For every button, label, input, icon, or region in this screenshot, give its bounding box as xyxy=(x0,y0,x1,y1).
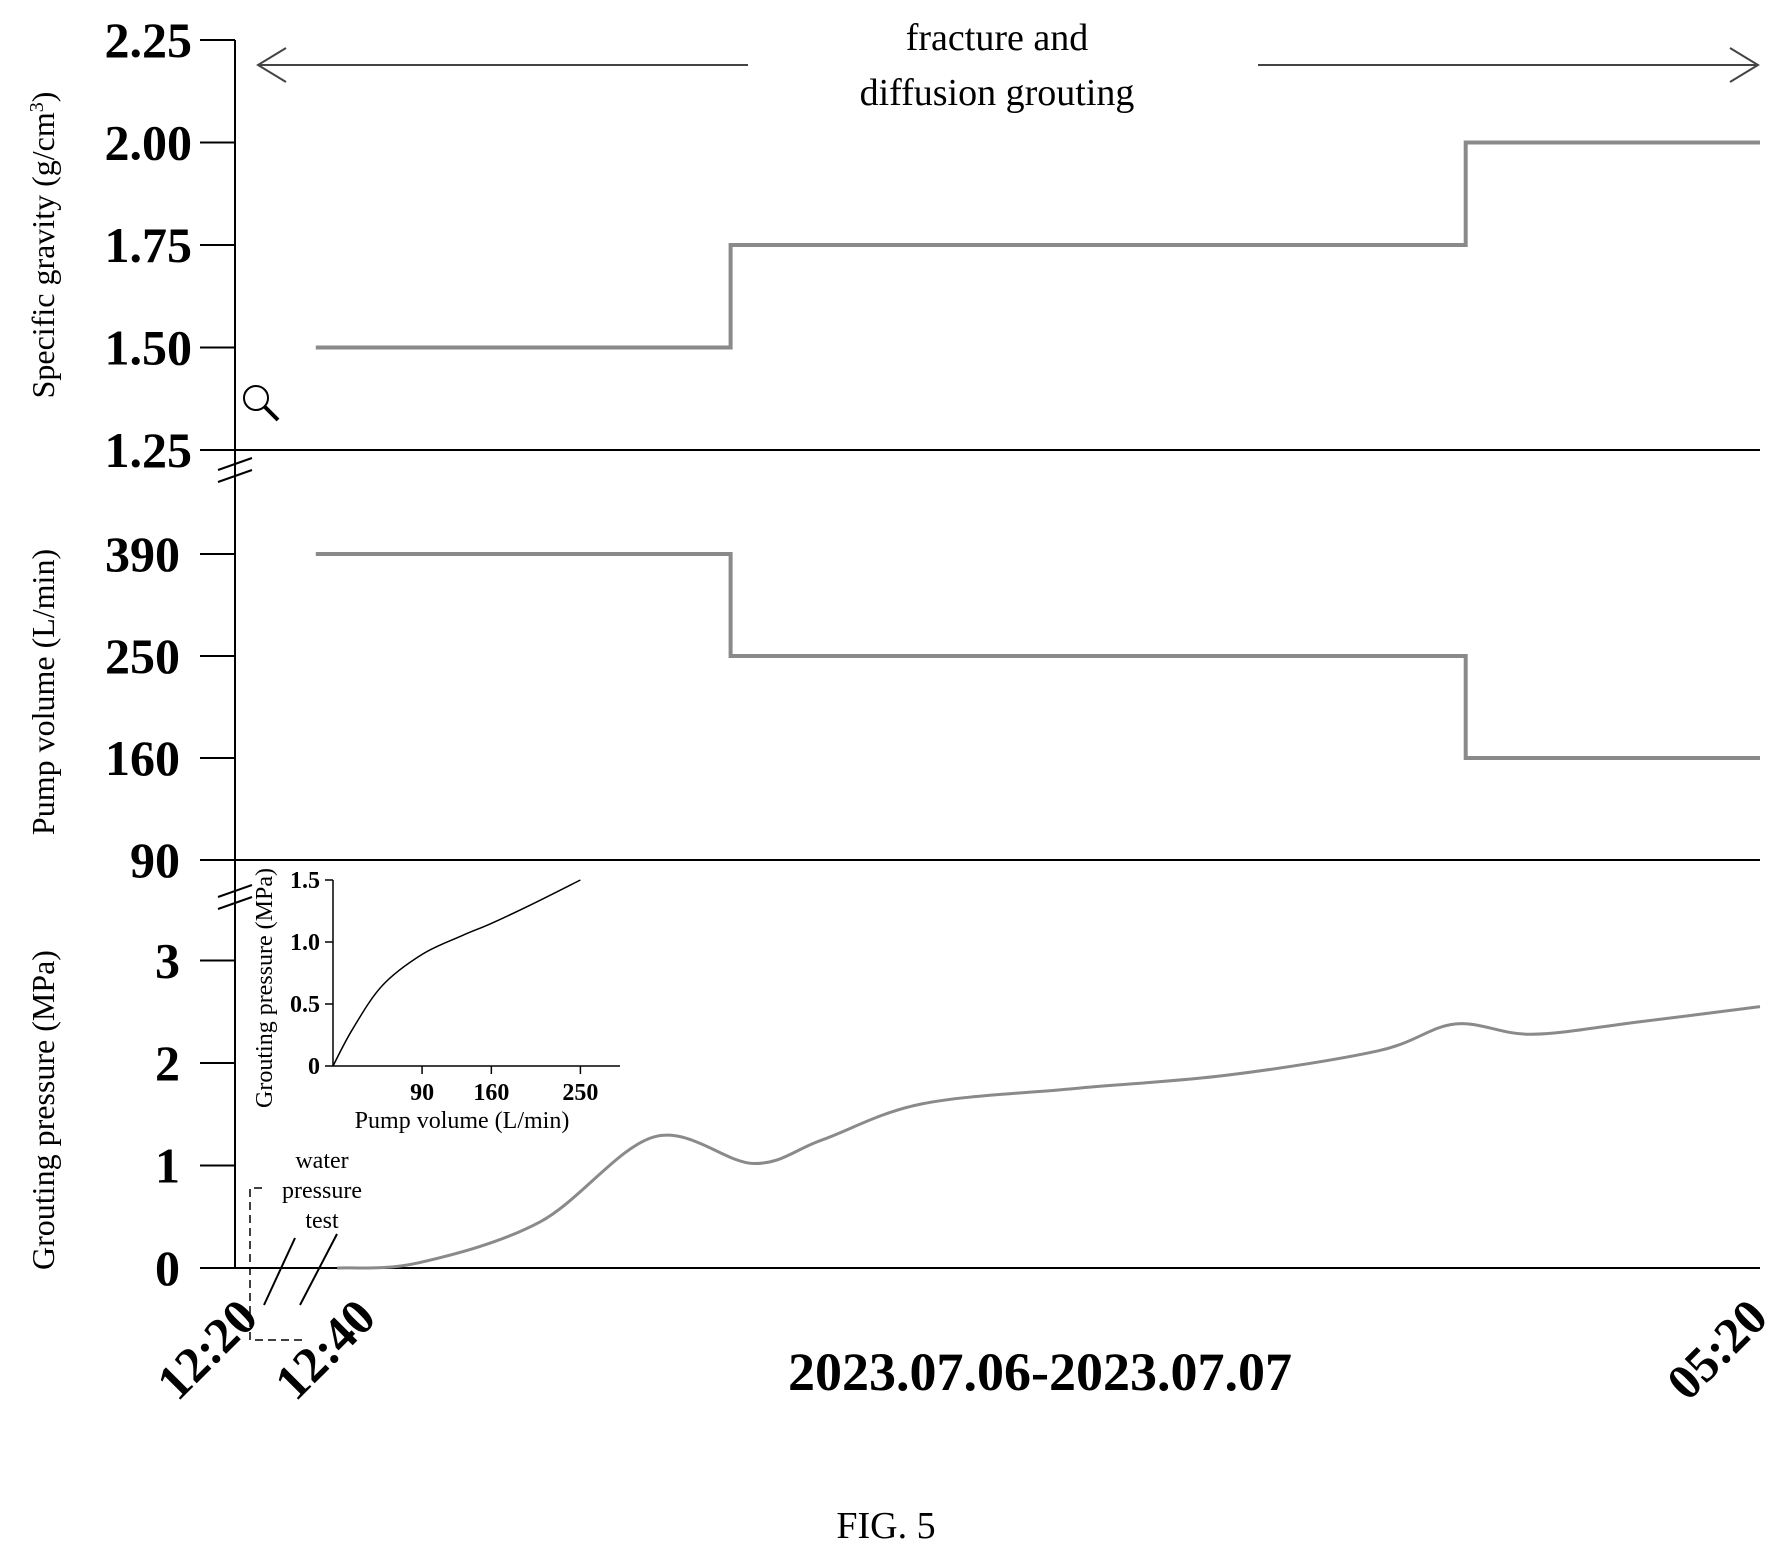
water-label-line-3: test xyxy=(305,1208,339,1234)
arrowhead-right-icon xyxy=(1729,47,1760,83)
inset-ticks: 0 0.5 1.0 1.5 90 160 250 xyxy=(290,868,598,1106)
annotation-line-2: diffusion grouting xyxy=(860,72,1135,114)
gravity-y-ticks: 1.25 1.50 1.75 2.00 2.25 xyxy=(105,12,235,478)
arrowhead-left-icon xyxy=(256,47,287,83)
axis-break-bottom xyxy=(217,884,253,910)
pump-series-line xyxy=(315,552,1760,760)
axis-break-top xyxy=(217,457,253,483)
gravity-tick-2.25-label: 2.25 xyxy=(105,12,193,68)
pressure-tick-1-label: 1 xyxy=(155,1138,180,1194)
pressure-tick-2-label: 2 xyxy=(155,1035,180,1091)
pressure-y-ticks: 0 1 2 3 xyxy=(155,933,235,1296)
x-tick-second: 12:40 xyxy=(264,1288,386,1410)
inset-x-tick-90-label: 90 xyxy=(410,1080,434,1106)
water-bracket xyxy=(249,1187,305,1341)
inset-y-tick-1.0-label: 1.0 xyxy=(290,930,320,956)
inset-y-tick-0-label: 0 xyxy=(308,1054,320,1080)
inset-y-tick-1.5-label: 1.5 xyxy=(290,868,320,894)
pressure-series-line xyxy=(337,1005,1761,1270)
water-break-mark-2 xyxy=(299,1233,338,1306)
date-range-label: 2023.07.06-2023.07.07 xyxy=(788,1342,1292,1402)
inset-x-tick-160-label: 160 xyxy=(473,1080,509,1106)
water-pressure-test-annotation: water pressure test xyxy=(249,1148,362,1341)
gravity-y-label: Specific gravity (g/cm3) xyxy=(25,92,61,399)
pump-tick-90-label: 90 xyxy=(130,832,180,888)
water-label-line-2: pressure xyxy=(282,1178,362,1204)
gravity-tick-2.00-label: 2.00 xyxy=(105,115,193,171)
pump-tick-250-label: 250 xyxy=(105,628,180,684)
x-tick-end: 05:20 xyxy=(1656,1288,1773,1410)
gravity-series-line xyxy=(315,140,1760,350)
inset-y-label: Grouting pressure (MPa) xyxy=(252,868,278,1108)
pump-y-ticks: 90 160 250 390 xyxy=(105,526,235,888)
gravity-tick-1.25-label: 1.25 xyxy=(105,422,193,478)
inset-x-tick-250-label: 250 xyxy=(562,1080,598,1106)
pump-tick-390-label: 390 xyxy=(105,526,180,582)
gravity-tick-1.50-label: 1.50 xyxy=(105,320,193,376)
pressure-tick-3-label: 3 xyxy=(155,933,180,989)
pump-y-label: Pump volume (L/min) xyxy=(25,549,61,835)
water-break-mark-1 xyxy=(263,1237,296,1306)
inset-series-line xyxy=(332,879,581,1067)
gravity-tick-1.75-label: 1.75 xyxy=(105,217,193,273)
fracture-grouting-annotation: fracture and diffusion grouting xyxy=(256,17,1760,114)
inset-x-label: Pump volume (L/min) xyxy=(355,1108,570,1134)
figure-caption: FIG. 5 xyxy=(836,1505,935,1547)
inset-chart: 0 0.5 1.0 1.5 90 160 250 Pump volume (L/min) G… xyxy=(252,868,620,1134)
water-label-line-1: water xyxy=(295,1148,348,1174)
pump-tick-160-label: 160 xyxy=(105,730,180,786)
pressure-tick-0-label: 0 xyxy=(155,1240,180,1296)
inset-y-tick-0.5-label: 0.5 xyxy=(290,992,320,1018)
annotation-line-1: fracture and xyxy=(906,17,1089,59)
magnifier-icon xyxy=(243,385,280,422)
pressure-y-label: Grouting pressure (MPa) xyxy=(25,950,61,1270)
